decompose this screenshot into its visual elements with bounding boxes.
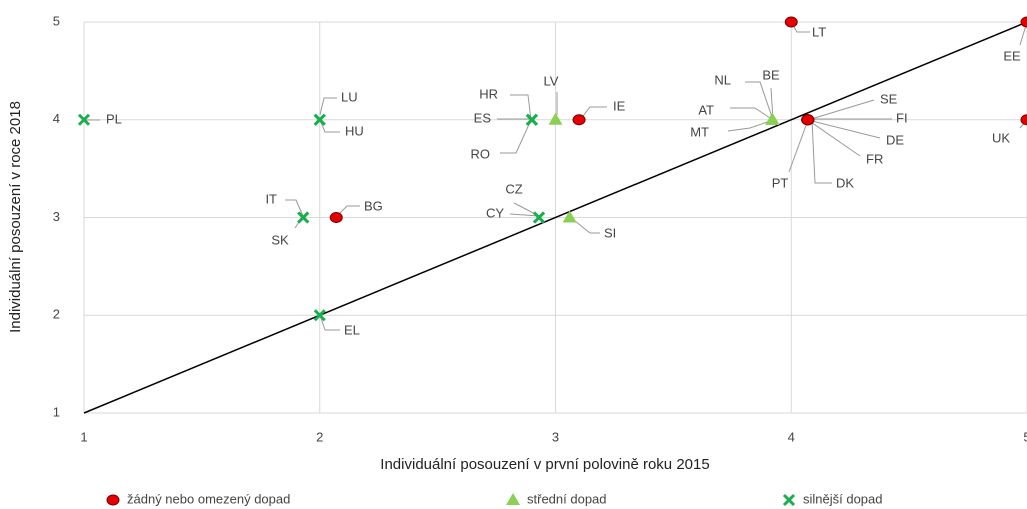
- point-label: SK: [271, 232, 289, 247]
- leader-line: [727, 119, 774, 132]
- y-axis-title: Individuální posouzení v roce 2018: [7, 101, 24, 333]
- x-tick-label: 4: [788, 429, 795, 444]
- point: [765, 112, 780, 125]
- point-label: BG: [364, 198, 383, 213]
- leader-line: [319, 119, 340, 133]
- point: [313, 113, 326, 126]
- leader-line: [811, 119, 832, 184]
- point-label: CY: [486, 205, 504, 220]
- legend-marker: [506, 493, 520, 505]
- point: [801, 114, 815, 126]
- point: [313, 309, 326, 322]
- x-tick-label: 3: [552, 429, 559, 444]
- point-label: LV: [544, 73, 559, 88]
- y-tick-label: 4: [53, 111, 60, 126]
- y-tick-label: 5: [53, 13, 60, 28]
- point: [548, 112, 563, 125]
- diagonal-line: [83, 21, 1027, 414]
- point-label: RO: [471, 146, 491, 161]
- point-label: DE: [886, 132, 904, 147]
- point-label: HR: [479, 86, 498, 101]
- point: [77, 113, 91, 126]
- point-label: AT: [698, 102, 714, 117]
- leader-line: [788, 119, 809, 173]
- y-tick-label: 2: [53, 307, 60, 322]
- point-label: EL: [344, 322, 360, 337]
- legend-label: silnější dopad: [803, 491, 883, 506]
- point-label: NL: [714, 72, 731, 87]
- point: [562, 210, 577, 223]
- point: [329, 212, 343, 223]
- leader-line: [510, 94, 532, 121]
- point-label: LT: [812, 24, 826, 39]
- point: [1020, 16, 1027, 28]
- leader-line: [807, 119, 861, 157]
- point: [525, 113, 538, 126]
- leader-line: [509, 213, 540, 217]
- x-axis-title: Individuální posouzení v první polovině …: [380, 456, 709, 473]
- leader-line: [336, 205, 360, 217]
- x-tick-label: 2: [316, 429, 323, 444]
- point: [297, 211, 310, 224]
- point-label: ES: [474, 110, 492, 125]
- x-tick-label: 5: [1023, 429, 1027, 444]
- point-label: EE: [1003, 48, 1021, 63]
- leader-line: [569, 216, 600, 234]
- y-tick-label: 3: [53, 209, 60, 224]
- point-label: UK: [992, 130, 1010, 145]
- legend-label: střední dopad: [527, 491, 607, 506]
- leader-line: [807, 119, 881, 139]
- point-label: MT: [690, 124, 709, 139]
- legend-marker: [106, 494, 120, 506]
- point-label: CZ: [505, 181, 522, 196]
- point-label: HU: [345, 123, 364, 138]
- point: [572, 114, 586, 126]
- y-tick-label: 1: [53, 404, 60, 419]
- point-label: SI: [604, 225, 616, 240]
- leader-line: [745, 81, 774, 121]
- point-label: IE: [613, 98, 626, 113]
- point-label: PT: [772, 175, 789, 190]
- leader-line: [285, 199, 304, 217]
- point-label: FR: [866, 151, 883, 166]
- point-label: BE: [762, 67, 780, 82]
- point-label: SE: [880, 91, 898, 106]
- leader-line: [500, 119, 532, 154]
- point-label: PL: [106, 111, 122, 126]
- leader-line: [319, 97, 337, 116]
- point-label: LU: [341, 89, 358, 104]
- leader-line: [730, 107, 774, 121]
- leader-line: [319, 314, 340, 331]
- point: [532, 211, 546, 224]
- point-label: FI: [896, 110, 908, 125]
- legend-marker: [782, 493, 796, 507]
- point: [1020, 114, 1027, 126]
- point: [784, 16, 798, 28]
- point-label: IT: [265, 191, 277, 206]
- x-tick-label: 1: [80, 429, 87, 444]
- legend-label: žádný nebo omezený dopad: [127, 491, 290, 506]
- point-label: DK: [836, 175, 854, 190]
- leader-line: [807, 99, 875, 121]
